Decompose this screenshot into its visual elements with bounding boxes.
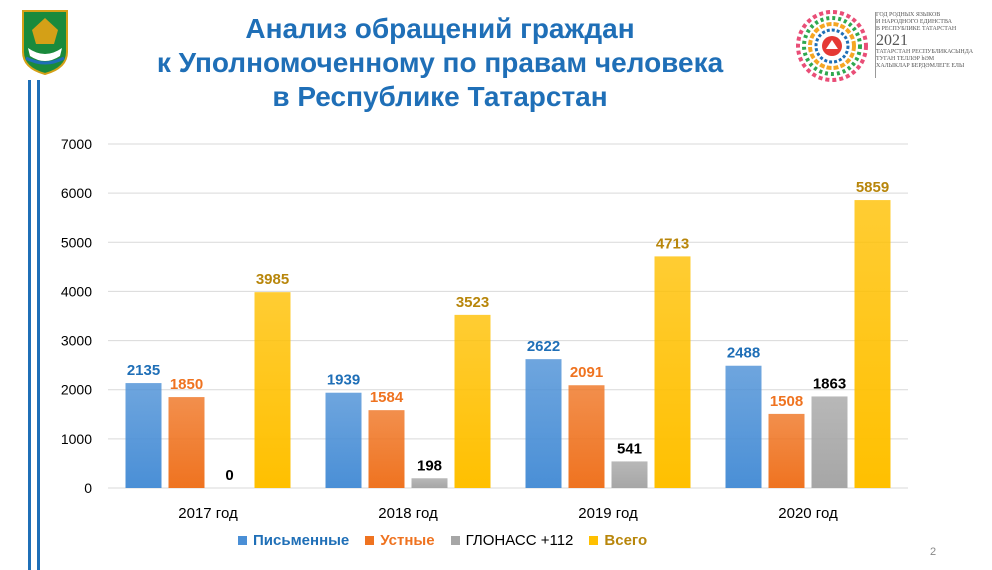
data-label: 5859 — [856, 179, 889, 196]
year-caption: ГОД РОДНЫХ ЯЗЫКОВ И НАРОДНОГО ЕДИНСТВА В… — [876, 12, 988, 70]
title-line: Анализ обращений граждан — [245, 13, 635, 44]
bar — [811, 396, 848, 488]
decorative-vertical-line — [37, 80, 40, 570]
decorative-vertical-line — [28, 80, 31, 570]
year-number: 2021 — [876, 32, 908, 49]
y-tick-label: 6000 — [61, 185, 92, 201]
legend-label: Устные — [380, 532, 435, 549]
bar — [568, 385, 605, 488]
x-tick-label: 2020 год — [778, 505, 838, 522]
year-caption-line: ТУГАН ТЕЛЛӘР һӘМ — [876, 56, 935, 62]
x-tick-label: 2017 год — [178, 505, 238, 522]
data-label: 1584 — [370, 389, 404, 406]
year-emblem-logo — [794, 8, 870, 84]
y-tick-label: 3000 — [61, 333, 92, 349]
bar — [454, 314, 491, 488]
legend-label: Всего — [604, 532, 648, 549]
bar — [854, 200, 891, 488]
bar — [654, 256, 691, 488]
bar — [411, 478, 448, 488]
bar — [611, 461, 648, 488]
legend-swatch — [238, 536, 247, 545]
data-label: 1939 — [327, 372, 360, 389]
data-label: 2135 — [127, 362, 160, 379]
data-label: 2622 — [527, 338, 560, 355]
bar — [254, 292, 291, 488]
legend-item-written: Письменные — [238, 532, 349, 549]
legend-swatch — [365, 536, 375, 545]
data-label: 0 — [225, 467, 233, 484]
data-label: 3985 — [256, 271, 289, 288]
data-label: 1850 — [170, 376, 203, 393]
bar — [725, 365, 762, 488]
coat-of-arms-logo — [20, 8, 70, 76]
year-caption-line: И НАРОДНОГО ЕДИНСТВА — [876, 19, 952, 25]
divider — [875, 12, 876, 78]
data-label: 2091 — [570, 364, 603, 381]
legend-label: ГЛОНАСС +112 — [465, 532, 574, 549]
year-caption-line: В РЕСПУБЛИКЕ ТАТАРСТАН — [876, 26, 957, 32]
y-tick-label: 5000 — [61, 234, 92, 250]
y-tick-label: 4000 — [61, 283, 92, 299]
x-tick-label: 2018 год — [378, 505, 438, 522]
slide-title: Анализ обращений граждан к Уполномоченно… — [90, 12, 790, 114]
year-caption-line: ХАЛЫКЛАР БЕРДӘМЛЕГЕ ЕЛЫ — [876, 63, 965, 69]
bar — [525, 359, 562, 488]
y-tick-label: 7000 — [61, 136, 92, 152]
data-label: 541 — [617, 440, 642, 457]
data-label: 198 — [417, 457, 442, 474]
bar — [368, 410, 405, 488]
title-line: в Республике Татарстан — [272, 81, 608, 112]
year-caption-line: ТАТАРСТАН РЕСПУБЛИКАСЫНДА — [876, 49, 974, 55]
y-tick-label: 1000 — [61, 431, 92, 447]
legend-swatch — [450, 536, 460, 545]
y-tick-label: 0 — [84, 480, 92, 496]
bar — [325, 392, 362, 488]
legend-item-total: Всего — [589, 532, 647, 549]
bar — [125, 383, 162, 488]
legend-swatch — [589, 536, 599, 545]
page-number: 2 — [930, 546, 937, 558]
data-label: 1863 — [813, 375, 846, 392]
legend-item-oral: Устные — [365, 532, 435, 549]
data-label: 3523 — [456, 294, 489, 311]
title-line: к Уполномоченному по правам человека — [156, 47, 724, 78]
y-tick-label: 2000 — [61, 382, 92, 398]
data-label: 1508 — [770, 393, 803, 410]
chart-legend: Письменные Устные ГЛОНАСС +112 Всего — [238, 532, 647, 549]
bar — [768, 413, 805, 488]
legend-item-glonass: ГЛОНАСС +112 — [450, 532, 574, 549]
x-tick-label: 2019 год — [578, 505, 638, 522]
data-label: 4713 — [656, 235, 689, 252]
year-caption-line: ГОД РОДНЫХ ЯЗЫКОВ — [876, 12, 941, 18]
data-label: 2488 — [727, 345, 760, 362]
legend-label: Письменные — [253, 532, 350, 549]
bar — [168, 397, 205, 488]
